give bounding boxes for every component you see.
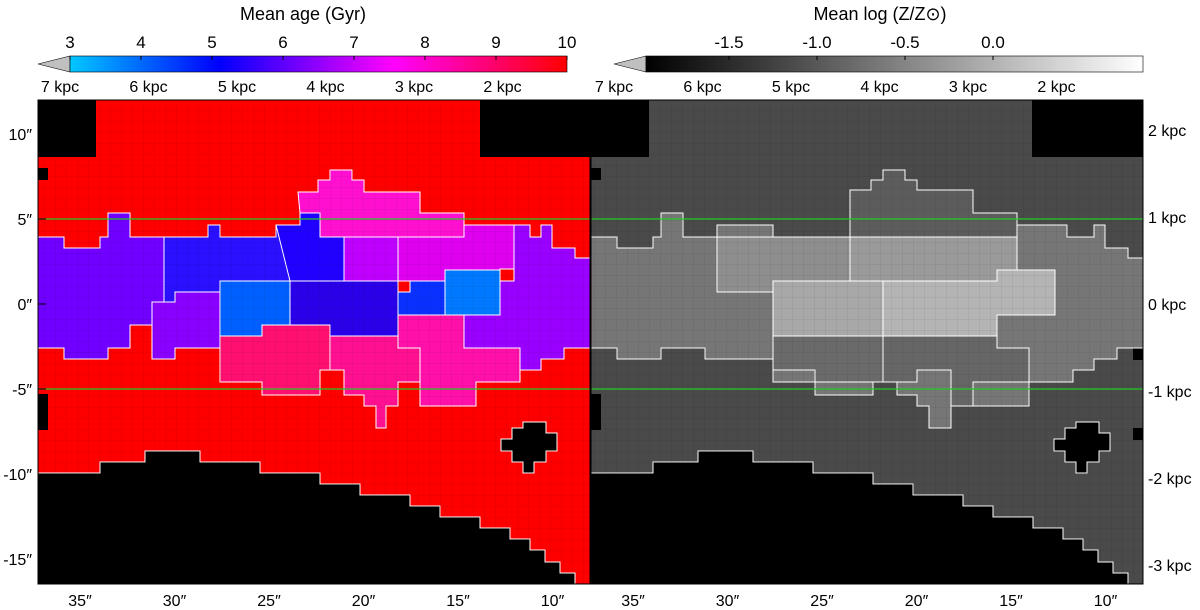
top-kpc-label: 4 kpc <box>860 79 898 96</box>
age-colorbar-tick-label: 10 <box>558 33 577 52</box>
age-colorbar-tick-label: 8 <box>420 33 429 52</box>
age-colorbar-under-arrow <box>37 55 71 73</box>
y-tick-label: 0″ <box>17 297 32 314</box>
top-kpc-label: 7 kpc <box>41 79 79 96</box>
metallicity-map-grid <box>591 100 1143 584</box>
x-tick-label: 30″ <box>716 593 740 610</box>
age-panel: Mean age (Gyr) 3 4 5 6 7 8 9 10 7 kpc 6 kpc 5 kpc… <box>3 4 591 610</box>
y-tick-label: -15″ <box>3 552 32 569</box>
age-colorbar-tick-label: 4 <box>136 33 145 52</box>
right-kpc-label: 0 kpc <box>1148 297 1186 314</box>
right-kpc-label: -3 kpc <box>1148 558 1192 575</box>
metallicity-map-frame <box>590 99 1144 585</box>
y-tick-label: -5″ <box>12 382 32 399</box>
top-kpc-label: 3 kpc <box>395 79 433 96</box>
top-kpc-label: 3 kpc <box>949 79 987 96</box>
metallicity-colorbar-tick-label: -1.5 <box>714 33 743 52</box>
x-tick-label: 35″ <box>621 593 645 610</box>
top-kpc-label: 6 kpc <box>129 79 167 96</box>
x-tick-label: 15″ <box>446 593 470 610</box>
metallicity-colorbar-under-arrow <box>613 55 647 73</box>
x-tick-label: 10″ <box>1094 593 1118 610</box>
right-kpc-label: -2 kpc <box>1148 471 1192 488</box>
x-tick-label: 15″ <box>999 593 1023 610</box>
top-kpc-label: 6 kpc <box>683 79 721 96</box>
metallicity-map <box>591 100 1143 584</box>
top-kpc-label: 2 kpc <box>1037 79 1075 96</box>
right-kpc-label: 1 kpc <box>1148 210 1186 227</box>
age-map-frame <box>37 99 591 585</box>
metallicity-colorbar: -1.5 -1.0 -0.5 0.0 <box>613 33 1144 73</box>
metallicity-panel: Mean log (Z/Z⊙) -1.5 -1.0 -0.5 0.0 7 kpc 6 k… <box>590 4 1192 610</box>
right-kpc-label: -1 kpc <box>1148 384 1192 401</box>
x-tick-label: 20″ <box>905 593 929 610</box>
age-colorbar-tick-label: 6 <box>278 33 287 52</box>
x-tick-label: 20″ <box>352 593 376 610</box>
top-kpc-label: 5 kpc <box>218 79 256 96</box>
x-tick-label: 10″ <box>541 593 565 610</box>
top-kpc-label: 2 kpc <box>483 79 521 96</box>
age-colorbar-tick-label: 5 <box>207 33 216 52</box>
x-tick-label: 25″ <box>257 593 281 610</box>
age-colorbar-title: Mean age (Gyr) <box>240 4 366 24</box>
x-tick-label: 30″ <box>163 593 187 610</box>
age-colorbar-gradient <box>69 55 568 73</box>
age-colorbar-tick-label: 3 <box>65 33 74 52</box>
age-colorbar-tick-label: 9 <box>491 33 500 52</box>
y-tick-label: -10″ <box>3 467 32 484</box>
age-map-grid <box>38 100 590 584</box>
y-tick-label: 10″ <box>9 127 33 144</box>
metallicity-colorbar-gradient <box>645 55 1144 73</box>
metallicity-colorbar-tick-label: 0.0 <box>981 33 1005 52</box>
age-map <box>38 100 590 584</box>
y-tick-label: 5″ <box>17 212 32 229</box>
age-colorbar: 3 4 5 6 7 8 9 10 <box>37 33 577 73</box>
right-kpc-label: 2 kpc <box>1148 123 1186 140</box>
x-tick-label: 25″ <box>810 593 834 610</box>
top-kpc-label: 4 kpc <box>306 79 344 96</box>
age-colorbar-tick-label: 7 <box>349 33 358 52</box>
metallicity-colorbar-tick-label: -1.0 <box>802 33 831 52</box>
top-kpc-label: 7 kpc <box>595 79 633 96</box>
x-tick-label: 35″ <box>68 593 92 610</box>
top-kpc-label: 5 kpc <box>772 79 810 96</box>
metallicity-colorbar-title: Mean log (Z/Z⊙) <box>813 4 946 24</box>
metallicity-colorbar-tick-label: -0.5 <box>890 33 919 52</box>
